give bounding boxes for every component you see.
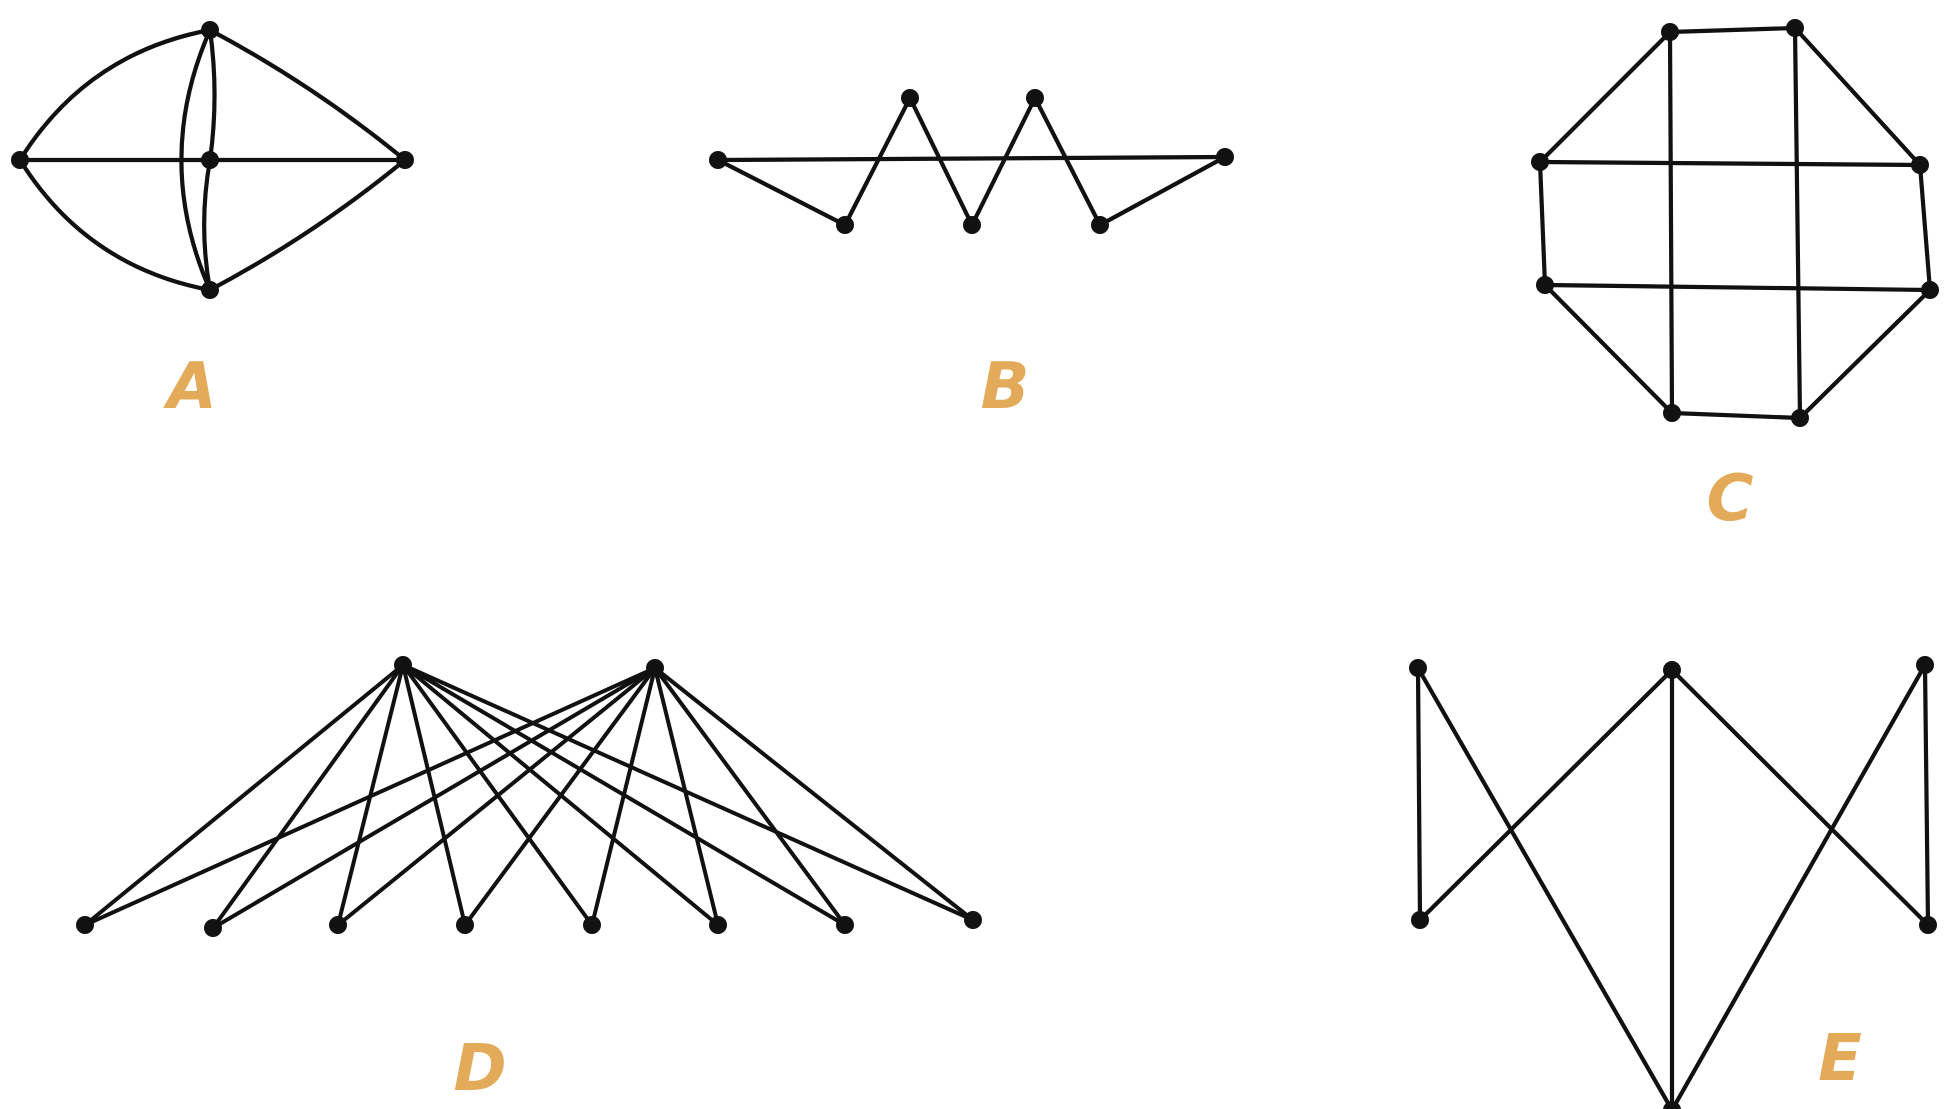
graph-d-node-2 (76, 916, 94, 934)
graph-d-edge-1-6 (590, 666, 657, 927)
graph-a-edge-0-1 (17, 27, 213, 163)
graph-d-edge-0-5 (401, 663, 467, 927)
graph-d-edge-1-2 (83, 666, 657, 927)
graph-c-edge-6-3 (1542, 282, 1933, 293)
graph-c-edge-5-6 (1542, 282, 1675, 416)
graph-d-node-6 (583, 916, 601, 934)
graph-c-node-4 (1791, 409, 1809, 427)
graph-e-edge-2-5 (1670, 662, 1928, 1109)
graph-b-node-2 (901, 89, 919, 107)
graph-label-d: D (453, 1032, 506, 1106)
graph-a-node-3 (396, 151, 414, 169)
graph-b-edge-0-1 (715, 157, 848, 228)
graph-e-node-5 (1663, 1101, 1681, 1109)
graph-a-edge-1-4 (179, 27, 213, 293)
graph-d-edge-1-4 (336, 666, 657, 927)
graph-b-node-4 (1026, 89, 1044, 107)
graph-a-edge-1-3 (207, 27, 408, 163)
graph-b-edge-2-3 (907, 95, 975, 228)
graph-c-node-5 (1663, 404, 1681, 422)
graph-d-edge-1-8 (653, 666, 847, 927)
graph-d-edge-0-2 (83, 663, 405, 927)
graph-e-edge-0-5 (1415, 665, 1674, 1109)
graph-d-node-8 (836, 916, 854, 934)
graph-e-node-4 (1919, 916, 1937, 934)
graph-c-node-7 (1531, 153, 1549, 171)
graph-d-node-0 (394, 656, 412, 674)
graph-d-edge-1-5 (463, 666, 657, 927)
graph-a-edge-0-4 (17, 157, 213, 293)
graph-c-edge-6-7 (1537, 159, 1548, 288)
graph-d-edge-1-7 (653, 666, 720, 927)
graph-c-edge-1-4 (1792, 25, 1803, 421)
labels-layer: A B C D E (162, 350, 1862, 1106)
graph-c-edge-7-2 (1537, 159, 1923, 168)
graph-e-edge-2-4 (1922, 662, 1931, 928)
graph-label-c: C (1707, 462, 1754, 536)
graph-d-node-5 (456, 916, 474, 934)
graph-e-edge-1-3 (1417, 667, 1675, 923)
graph-e-edge-1-4 (1669, 667, 1931, 928)
graph-d-edge-0-9 (401, 663, 975, 922)
graph-label-a: A (162, 350, 217, 424)
graph-b-edge-1-2 (842, 95, 913, 228)
graph-b-edge-5-6 (1097, 154, 1228, 228)
graph-c-edge-1-2 (1792, 25, 1923, 168)
graph-c-node-2 (1911, 156, 1929, 174)
graph-d-node-1 (646, 659, 664, 677)
graph-c-node-6 (1536, 276, 1554, 294)
graph-d-node-9 (964, 911, 982, 929)
graph-a-node-2 (201, 151, 219, 169)
graph-b-node-0 (709, 151, 727, 169)
graph-d-edge-1-9 (653, 666, 975, 922)
graph-c-edge-0-1 (1667, 25, 1798, 35)
graph-b-node-5 (1091, 216, 1109, 234)
graph-b-node-3 (963, 216, 981, 234)
graph-b-edge-0-6 (715, 154, 1228, 163)
graph-e-node-0 (1409, 659, 1427, 677)
graph-d-node-4 (329, 916, 347, 934)
graph-e-node-2 (1916, 656, 1934, 674)
graph-b-node-1 (836, 216, 854, 234)
graph-c-edge-0-5 (1667, 29, 1675, 416)
graph-c-node-3 (1921, 281, 1939, 299)
graph-a-node-4 (201, 281, 219, 299)
graph-b-edge-3-4 (969, 95, 1038, 228)
graph-label-b: B (981, 350, 1030, 424)
graph-e-node-3 (1411, 911, 1429, 929)
graph-a-edge-2-4 (202, 157, 213, 293)
edges-layer (17, 25, 1933, 1109)
graph-d-edge-1-3 (211, 666, 657, 930)
graph-c-edge-3-4 (1797, 287, 1933, 421)
graph-c-node-0 (1661, 23, 1679, 41)
nodes-layer (11, 19, 1939, 1109)
graph-d-node-3 (204, 919, 222, 937)
graph-d-edge-0-3 (211, 663, 405, 930)
graph-label-e: E (1818, 1022, 1862, 1096)
graph-e-edge-0-3 (1415, 665, 1423, 923)
graph-a-edge-3-4 (207, 157, 408, 293)
graph-c-edge-7-0 (1537, 29, 1673, 165)
graph-b-edge-4-5 (1032, 95, 1103, 228)
graph-c-edge-2-3 (1917, 162, 1933, 293)
graph-c-node-1 (1786, 19, 1804, 37)
graph-a-edge-1-2 (207, 27, 217, 163)
graph-b-node-6 (1216, 148, 1234, 166)
graph-a-node-0 (11, 151, 29, 169)
graph-e-node-1 (1663, 661, 1681, 679)
graph-a-node-1 (201, 21, 219, 39)
graph-c-edge-4-5 (1669, 410, 1803, 421)
graph-d-node-7 (709, 916, 727, 934)
